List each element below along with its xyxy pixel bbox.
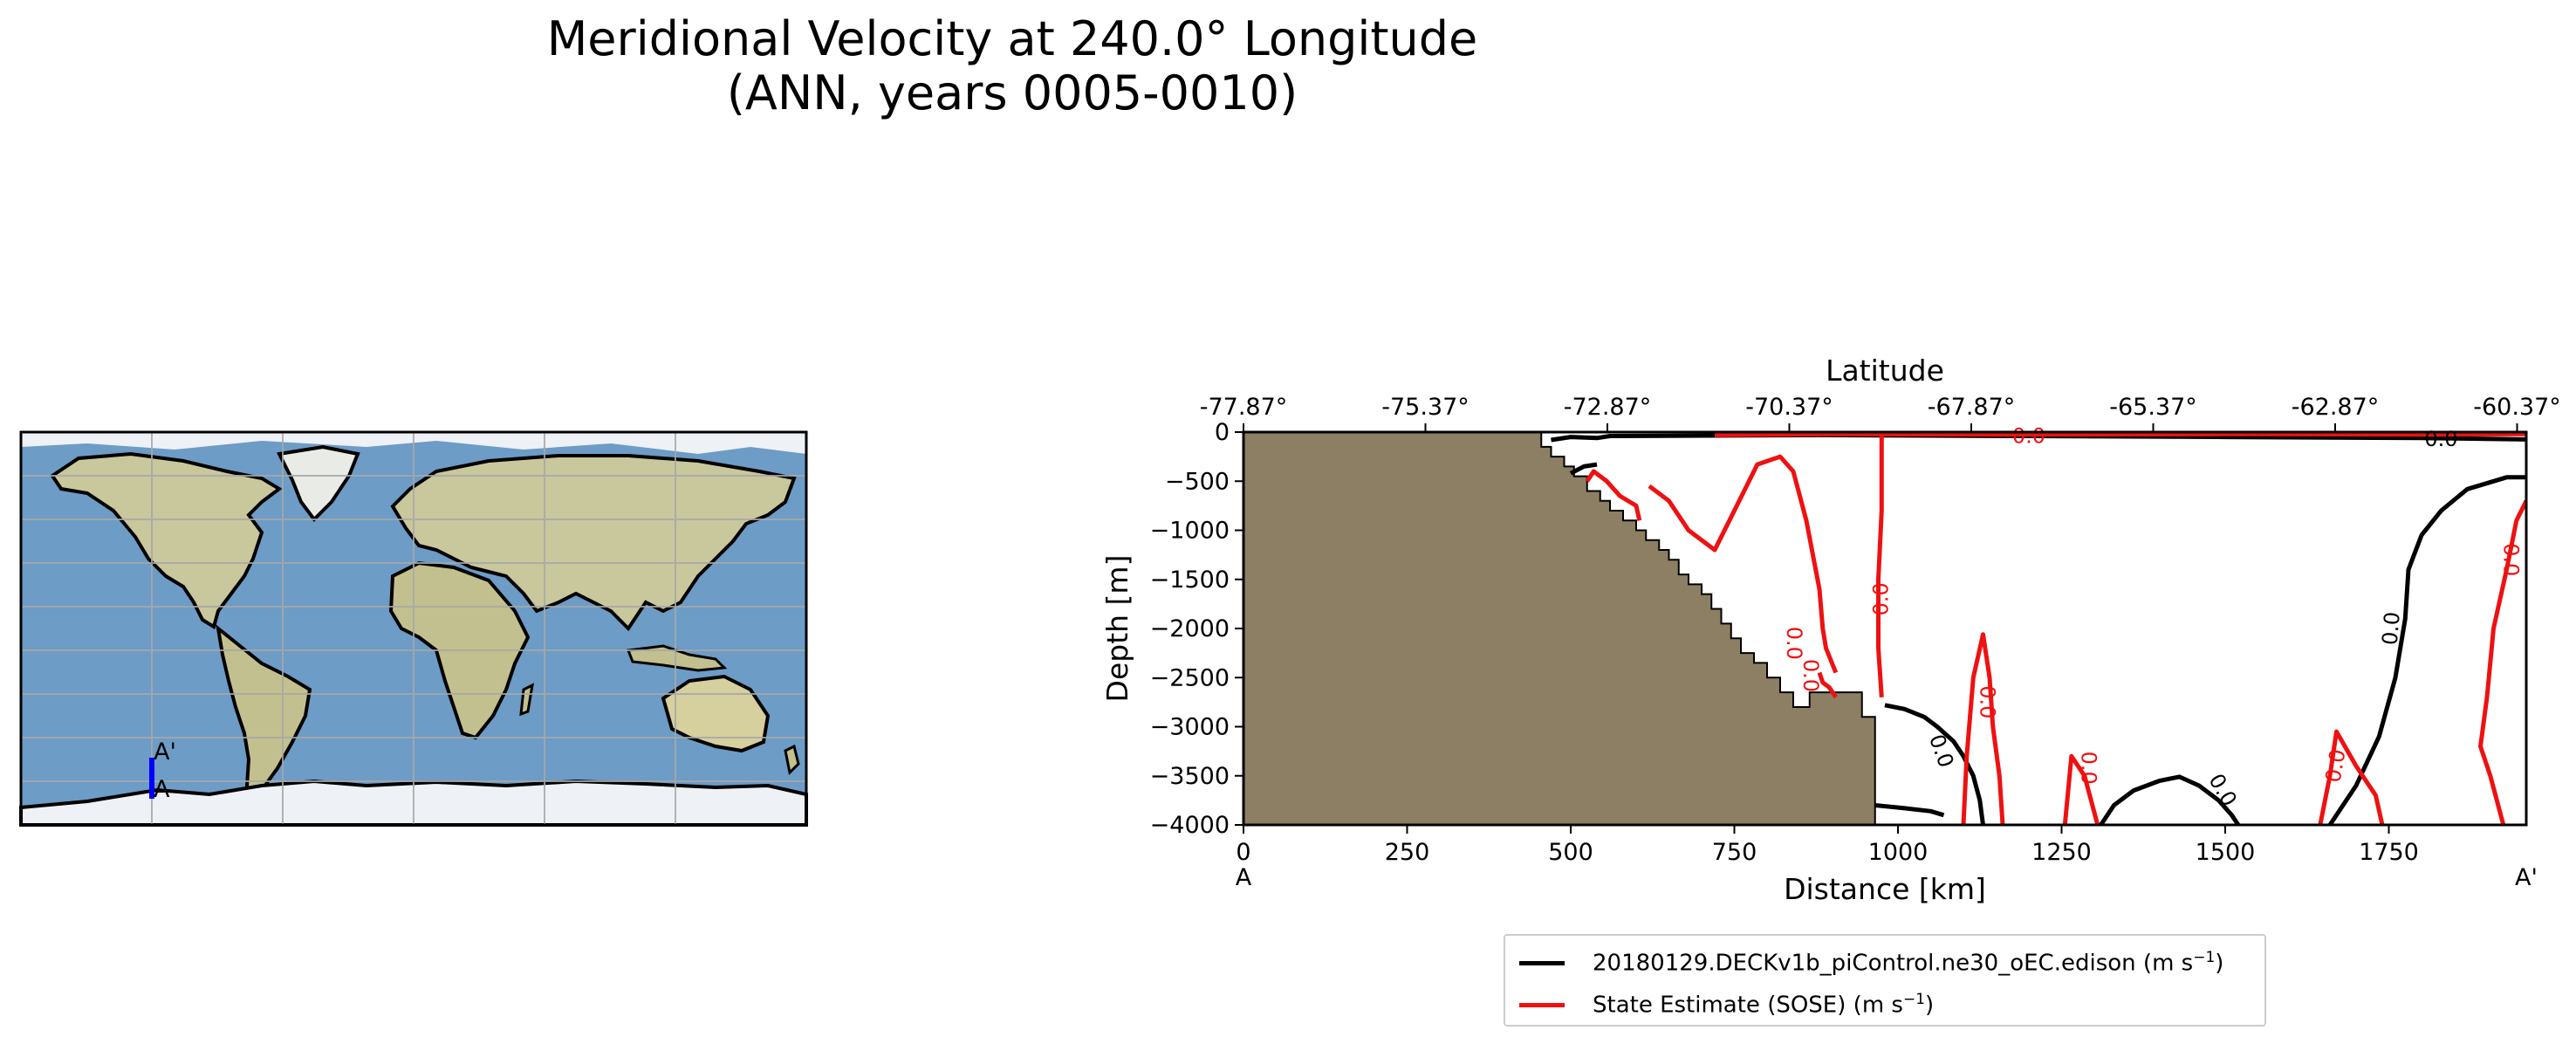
legend-entry-sose: State Estimate (SOSE) (m s−1) [1505, 987, 1934, 1022]
contour-label-0: 0.0 [2424, 427, 2457, 451]
y-axis-title: Depth [m] [1100, 555, 1134, 703]
contour-label-8: 0.0 [1782, 627, 1806, 660]
world-map-inset: A' A [19, 430, 808, 827]
legend-entry-model: 20180129.DECKv1b_piControl.ne30_oEC.edis… [1505, 945, 2223, 980]
contour-label-7: 0.0 [1975, 685, 1999, 718]
top-tick-label: -62.87° [2292, 394, 2380, 421]
sose-contour-3 [1817, 671, 1838, 699]
endpoint-end-label: A' [2515, 864, 2538, 891]
top-tick-label: -70.37° [1745, 394, 1833, 421]
transect-start-label: A [154, 776, 170, 803]
model-contour-2 [1884, 703, 1985, 825]
transect-end-label: A' [154, 738, 176, 766]
y-tick-label: −2500 [1150, 664, 1230, 691]
x-tick-label: 500 [1548, 839, 1593, 866]
chart-title-line1: Meridional Velocity at 240.0° Longitude [546, 11, 1478, 66]
sose-contour-2 [1648, 454, 1839, 674]
y-tick-label: 0 [1215, 419, 1230, 446]
map-gridlines [21, 432, 806, 825]
contour-label-1: 0.0 [2378, 611, 2405, 646]
sose-contour-5 [1961, 632, 2005, 825]
bathymetry-fill [1243, 432, 1876, 825]
y-tick-label: −3500 [1150, 763, 1230, 790]
contour-label-10: 0.0 [2077, 752, 2101, 785]
top-tick-label: -67.87° [1928, 394, 2016, 421]
sose-contour-1 [1585, 469, 1642, 521]
model-contour-1 [1569, 462, 1598, 476]
map-eurasia [390, 454, 797, 632]
sose-contour-7 [2318, 729, 2385, 825]
y-tick-label: −1000 [1150, 518, 1230, 545]
model-contour-4 [2099, 774, 2241, 825]
x-tick-label: 1500 [2196, 839, 2256, 866]
legend-label-sose: State Estimate (SOSE) (m s−1) [1593, 991, 1935, 1019]
y-tick-label: −2000 [1150, 615, 1230, 642]
contour-label-3: 0.0 [2203, 770, 2241, 811]
x-tick-label: 1000 [1868, 839, 1929, 866]
map-greenland [276, 444, 360, 523]
y-tick-label: −4000 [1150, 812, 1230, 839]
legend: 20180129.DECKv1b_piControl.ne30_oEC.edis… [1504, 934, 2266, 1027]
map-madagascar [519, 683, 534, 717]
sose-contour-6 [2062, 753, 2100, 825]
legend-swatch-sose [1519, 1002, 1565, 1007]
top-tick-label: -77.87° [1200, 394, 1288, 421]
map-frame [19, 430, 808, 827]
x-tick-label: 250 [1385, 839, 1430, 866]
model-contour-5 [2327, 475, 2526, 825]
contour-label-11: 0.0 [2320, 747, 2350, 784]
top-tick-label: -60.37° [2473, 394, 2561, 421]
model-contour-3 [1874, 803, 1945, 818]
map-arctic-ice [21, 432, 806, 454]
legend-swatch-model [1519, 960, 1565, 965]
top-axis-title: Latitude [1826, 354, 1944, 388]
x-tick-label: 1250 [2031, 839, 2092, 866]
contour-label-5: 0.0 [2498, 543, 2523, 576]
section-plot: 0.00.00.00.00.00.00.00.00.00.00.0 0.0 0 25… [1100, 354, 2561, 906]
map-australia [661, 674, 771, 753]
chart-title-line2: (ANN, years 0005-0010) [726, 65, 1298, 120]
contour-label-4: 0.0 [2012, 424, 2045, 449]
x-tick-label: 0 [1236, 839, 1250, 866]
x-tick-label: 1750 [2359, 839, 2419, 866]
x-tick-label: 750 [1712, 839, 1757, 866]
x-axis-title: Distance [km] [1784, 872, 1986, 906]
map-north-america [50, 451, 283, 630]
y-tick-label: −500 [1165, 468, 1230, 495]
contour-label-9: 0.0 [1798, 659, 1823, 692]
sose-contour-4 [1876, 434, 1884, 697]
endpoint-start-label: A [1236, 864, 1252, 891]
map-new-zealand [784, 744, 800, 776]
top-tick-label: -65.37° [2109, 394, 2197, 421]
top-tick-label: -72.87° [1564, 394, 1652, 421]
top-tick-label: -75.37° [1381, 394, 1470, 421]
contour-label-6: 0.0 [1868, 582, 1893, 615]
sose-contour-0 [1714, 432, 2526, 437]
y-tick-label: −3000 [1150, 714, 1230, 741]
y-tick-label: −1500 [1150, 567, 1230, 594]
sose-contour-8 [2478, 499, 2526, 825]
legend-label-model: 20180129.DECKv1b_piControl.ne30_oEC.edis… [1593, 949, 2224, 977]
contour-label-2: 0.0 [1924, 731, 1958, 771]
